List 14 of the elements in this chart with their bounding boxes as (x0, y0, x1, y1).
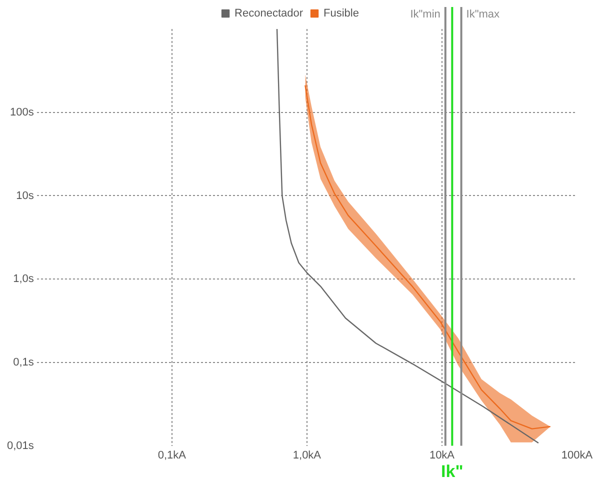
x-tick-label: 10kA (429, 449, 456, 462)
y-tick-label: 1,0s (13, 273, 34, 286)
x-tick-label: 0,1kA (158, 449, 187, 462)
y-tick-label: 100s (10, 106, 34, 118)
ref-line-label: Ik"min (410, 8, 440, 21)
y-tick-label: 0,01s (6, 440, 34, 452)
y-tick-label: 10s (16, 190, 34, 202)
x-tick-label: 1,0kA (292, 449, 322, 462)
x-tick-label: 100kA (561, 449, 594, 462)
ref-line-label: Ik" (441, 462, 464, 481)
ref-line-label: Ik"max (466, 8, 500, 21)
legend-label: Fusible (324, 8, 359, 20)
y-tick-label: 0,1s (13, 356, 34, 368)
legend-label: Reconectador (234, 8, 304, 20)
